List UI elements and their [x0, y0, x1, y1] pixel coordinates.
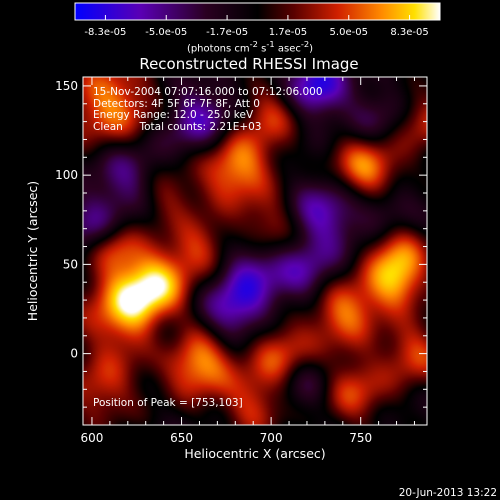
colorbar-tick-label: 5.0e-05	[330, 27, 368, 38]
colorbar-tick-label: -5.0e-05	[145, 27, 187, 38]
colorbar-gradient	[74, 2, 441, 21]
colorbar-tick-label: -8.3e-05	[84, 27, 126, 38]
y-tick-label: 150	[55, 79, 78, 93]
axis-ticks: 600 650 700 750 0 50 100 150	[55, 77, 427, 445]
clean-counts-text: Clean Total counts: 2.21E+03	[93, 120, 262, 133]
observation-info: 15-Nov-2004 07:07:16.000 to 07:12:06.000…	[93, 86, 323, 133]
colorbar-units: (photons cm-2 s-1 asec-2)	[186, 39, 314, 55]
heatmap-canvas	[83, 77, 427, 425]
x-tick-label: 650	[170, 431, 193, 445]
y-axis-label: Heliocentric Y (arcsec)	[25, 181, 40, 321]
chart-title: Reconstructed RHESSI Image	[139, 55, 358, 73]
plot-frame	[82, 76, 428, 426]
heatmap-image-container	[83, 77, 427, 425]
y-tick-label: 0	[70, 347, 78, 361]
time-range-text: 15-Nov-2004 07:07:16.000 to 07:12:06.000	[93, 86, 323, 98]
x-tick-label: 700	[260, 431, 283, 445]
x-tick-label: 600	[81, 431, 104, 445]
colorbar-tick-label: 1.7e-05	[269, 27, 307, 38]
peak-position-text: Position of Peak = [753,103]	[93, 397, 243, 409]
x-axis-label: Heliocentric X (arcsec)	[184, 446, 325, 461]
x-tick-label: 750	[349, 431, 372, 445]
y-tick-label: 100	[55, 168, 78, 182]
y-tick-label: 50	[63, 257, 78, 271]
colorbar-tick-label: -1.7e-05	[206, 27, 248, 38]
colorbar-ticks: -8.3e-05 -5.0e-05 -1.7e-05 1.7e-05 5.0e-05 8.…	[84, 15, 429, 38]
energy-range-text: Energy Range: 12.0 - 25.0 keV	[93, 109, 254, 121]
footer-date: 20-Jun-2013 13:22	[398, 487, 497, 499]
colorbar-tick-label: 8.3e-05	[390, 27, 428, 38]
detectors-text: Detectors: 4F 5F 6F 7F 8F, Att 0	[93, 97, 260, 110]
colorbar: -8.3e-05 -5.0e-05 -1.7e-05 1.7e-05 5.0e-05 8.…	[74, 2, 441, 38]
